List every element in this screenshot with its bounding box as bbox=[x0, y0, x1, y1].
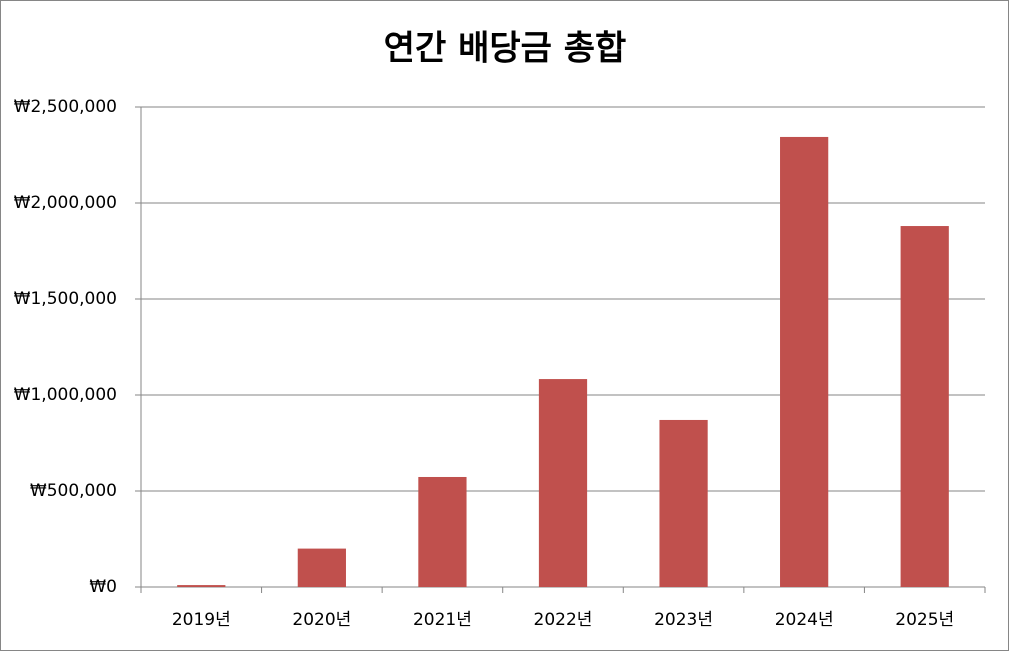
x-tick-label: 2022년 bbox=[534, 610, 593, 630]
bar bbox=[780, 136, 829, 587]
bar bbox=[538, 379, 588, 587]
bar bbox=[900, 226, 949, 588]
x-tick-label: 2024년 bbox=[775, 610, 834, 630]
y-tick-label: ₩0 bbox=[89, 577, 117, 597]
bar bbox=[418, 476, 467, 587]
y-tick-label: ₩2,000,000 bbox=[14, 193, 117, 213]
bar bbox=[297, 548, 346, 587]
bar bbox=[659, 419, 708, 587]
chart-title: 연간 배당금 총합 bbox=[384, 29, 627, 69]
bar bbox=[177, 585, 226, 587]
x-tick-label: 2020년 bbox=[292, 610, 351, 630]
y-tick-label: ₩1,000,000 bbox=[14, 385, 117, 405]
y-tick-label: ₩500,000 bbox=[30, 481, 117, 501]
x-tick-label: 2023년 bbox=[654, 610, 713, 630]
y-tick-label: ₩2,500,000 bbox=[14, 97, 117, 117]
x-tick-label: 2019년 bbox=[172, 610, 231, 630]
x-tick-label: 2025년 bbox=[895, 610, 954, 630]
x-tick-label: 2021년 bbox=[413, 610, 472, 630]
y-tick-label: ₩1,500,000 bbox=[14, 289, 117, 309]
